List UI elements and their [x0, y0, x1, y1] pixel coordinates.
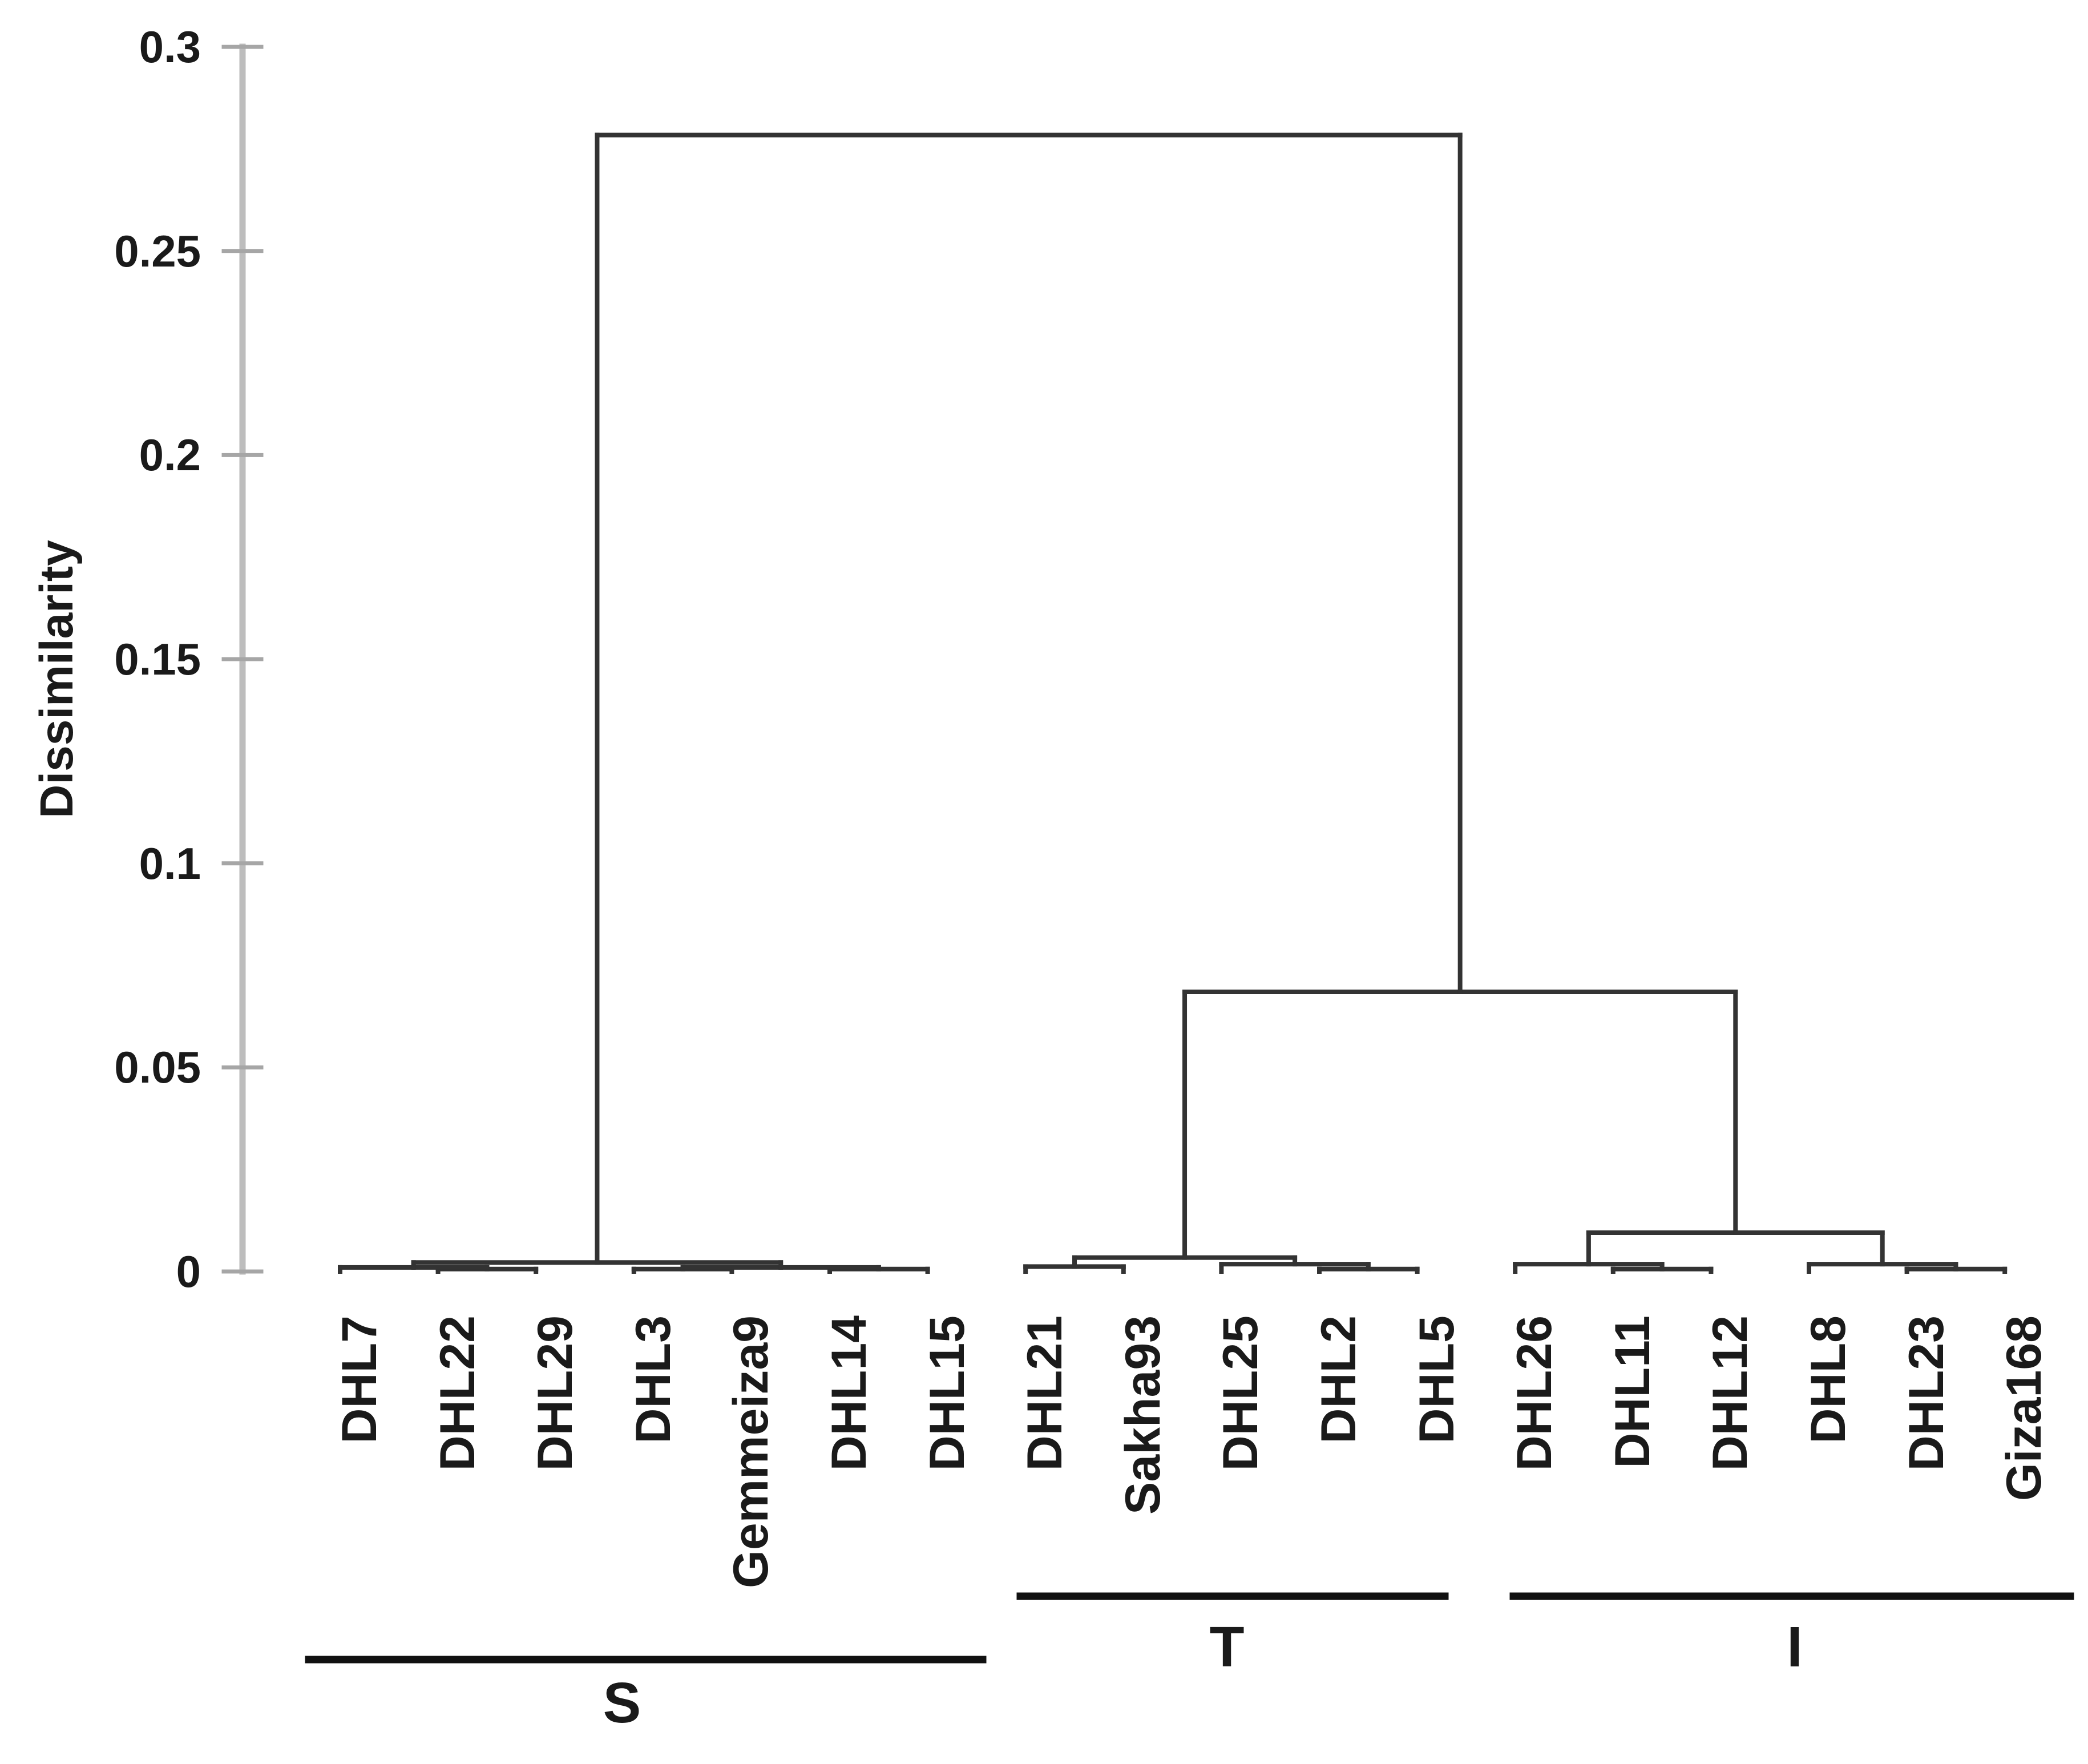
y-tick-label-0: 0 [176, 1246, 201, 1297]
leaf-label-DHL23: DHL23 [1899, 1315, 1954, 1471]
leaf-label-DHL15: DHL15 [919, 1315, 975, 1471]
leaf-label-DHL3: DHL3 [625, 1315, 681, 1444]
group-label-T: T [1209, 1615, 1245, 1679]
leaf-label-Sakha93: Sakha93 [1115, 1315, 1170, 1515]
leaf-label-DHL11: DHL11 [1605, 1315, 1660, 1468]
leaf-label-DHL21: DHL21 [1017, 1315, 1073, 1471]
leaf-label-DHL2: DHL2 [1311, 1315, 1366, 1444]
leaf-label-DHL8: DHL8 [1801, 1315, 1856, 1444]
group-label-I: I [1787, 1615, 1803, 1679]
y-tick-label-0.1: 0.1 [139, 838, 201, 889]
leaf-label-DHL5: DHL5 [1409, 1315, 1464, 1444]
leaf-label-DHL25: DHL25 [1213, 1315, 1269, 1471]
leaf-label-DHL14: DHL14 [822, 1315, 877, 1471]
y-tick-label-0.25: 0.25 [114, 225, 201, 276]
leaf-label-DHL29: DHL29 [528, 1315, 583, 1471]
leaf-label-DHL26: DHL26 [1507, 1315, 1562, 1471]
y-tick-label-0.05: 0.05 [114, 1042, 201, 1093]
y-tick-label-0.3: 0.3 [139, 22, 201, 72]
y-tick-label-0.15: 0.15 [114, 634, 201, 685]
leaf-label-DHL12: DHL12 [1703, 1315, 1758, 1471]
leaf-label-Gemmeiza9: Gemmeiza9 [724, 1315, 779, 1589]
leaf-label-DHL7: DHL7 [332, 1315, 387, 1444]
leaf-label-Giza168: Giza168 [1997, 1315, 2052, 1501]
y-axis-title: Dissimilarity [31, 540, 83, 818]
leaf-label-DHL22: DHL22 [430, 1315, 485, 1471]
y-tick-label-0.2: 0.2 [139, 430, 201, 481]
group-label-S: S [603, 1671, 641, 1735]
